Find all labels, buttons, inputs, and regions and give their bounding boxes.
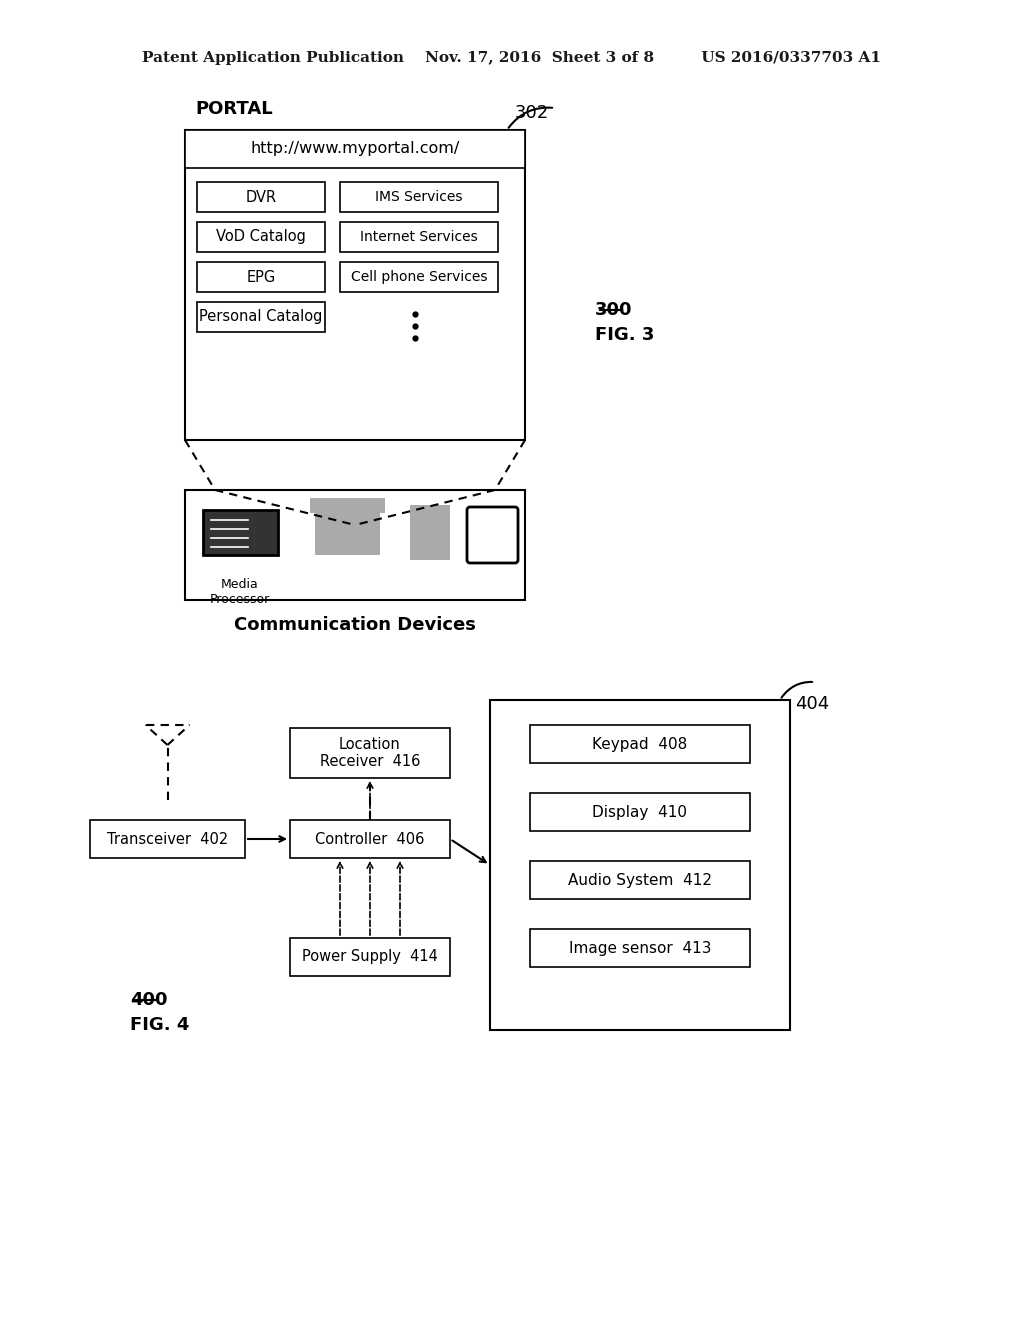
Text: Transceiver  402: Transceiver 402 <box>106 832 228 846</box>
FancyBboxPatch shape <box>530 725 750 763</box>
Text: Patent Application Publication    Nov. 17, 2016  Sheet 3 of 8         US 2016/03: Patent Application Publication Nov. 17, … <box>142 51 882 65</box>
Text: IMS Services: IMS Services <box>375 190 463 205</box>
Text: PORTAL: PORTAL <box>195 100 272 117</box>
FancyBboxPatch shape <box>310 498 385 513</box>
FancyBboxPatch shape <box>197 261 325 292</box>
FancyBboxPatch shape <box>185 129 525 440</box>
Text: FIG. 4: FIG. 4 <box>130 1016 189 1034</box>
FancyBboxPatch shape <box>340 222 498 252</box>
FancyBboxPatch shape <box>197 222 325 252</box>
Text: 300: 300 <box>595 301 633 319</box>
Text: Audio System  412: Audio System 412 <box>568 873 712 887</box>
FancyBboxPatch shape <box>290 729 450 777</box>
FancyBboxPatch shape <box>340 182 498 213</box>
Text: Cell phone Services: Cell phone Services <box>351 271 487 284</box>
Text: Keypad  408: Keypad 408 <box>592 737 688 751</box>
FancyBboxPatch shape <box>185 129 525 168</box>
Text: Power Supply  414: Power Supply 414 <box>302 949 438 965</box>
FancyBboxPatch shape <box>290 939 450 975</box>
Text: FIG. 3: FIG. 3 <box>595 326 654 345</box>
FancyBboxPatch shape <box>290 820 450 858</box>
FancyBboxPatch shape <box>340 261 498 292</box>
FancyBboxPatch shape <box>185 490 525 601</box>
Text: 404: 404 <box>795 696 829 713</box>
FancyBboxPatch shape <box>530 861 750 899</box>
Text: Location
Receiver  416: Location Receiver 416 <box>319 737 420 770</box>
FancyBboxPatch shape <box>530 929 750 968</box>
Text: Personal Catalog: Personal Catalog <box>200 309 323 325</box>
FancyBboxPatch shape <box>410 506 450 560</box>
Text: http://www.myportal.com/: http://www.myportal.com/ <box>251 141 460 157</box>
FancyBboxPatch shape <box>203 510 278 554</box>
Text: VoD Catalog: VoD Catalog <box>216 230 306 244</box>
Text: Controller  406: Controller 406 <box>315 832 425 846</box>
Text: EPG: EPG <box>247 269 275 285</box>
Text: Display  410: Display 410 <box>593 804 687 820</box>
Text: Image sensor  413: Image sensor 413 <box>568 940 712 956</box>
FancyBboxPatch shape <box>197 302 325 333</box>
Text: 302: 302 <box>515 104 549 121</box>
FancyBboxPatch shape <box>490 700 790 1030</box>
Text: Internet Services: Internet Services <box>360 230 478 244</box>
FancyBboxPatch shape <box>90 820 245 858</box>
Text: Communication Devices: Communication Devices <box>234 616 476 634</box>
Text: DVR: DVR <box>246 190 276 205</box>
FancyBboxPatch shape <box>467 507 518 564</box>
FancyBboxPatch shape <box>197 182 325 213</box>
Text: Media
Processor: Media Processor <box>210 578 270 606</box>
FancyBboxPatch shape <box>530 793 750 832</box>
FancyBboxPatch shape <box>315 510 380 554</box>
Text: 400: 400 <box>130 991 168 1008</box>
